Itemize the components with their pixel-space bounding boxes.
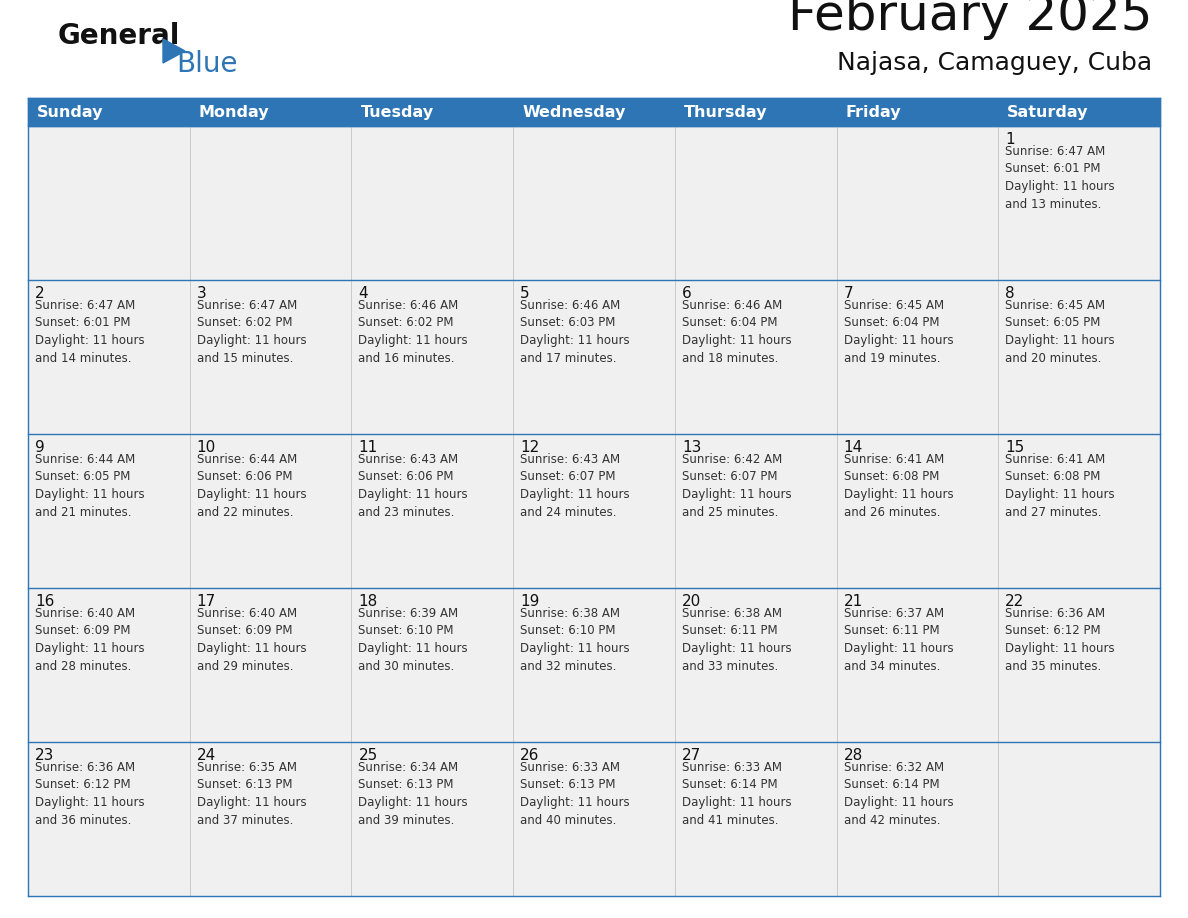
- Text: 17: 17: [197, 594, 216, 609]
- Text: 2: 2: [34, 286, 45, 301]
- Text: 19: 19: [520, 594, 539, 609]
- Bar: [29, 742, 1159, 896]
- Text: Najasa, Camaguey, Cuba: Najasa, Camaguey, Cuba: [836, 51, 1152, 75]
- Text: Friday: Friday: [846, 105, 902, 119]
- Text: 8: 8: [1005, 286, 1015, 301]
- Text: Sunrise: 6:47 AM
Sunset: 6:02 PM
Daylight: 11 hours
and 15 minutes.: Sunrise: 6:47 AM Sunset: 6:02 PM Dayligh…: [197, 299, 307, 364]
- Text: 25: 25: [359, 748, 378, 763]
- Text: Sunrise: 6:38 AM
Sunset: 6:11 PM
Daylight: 11 hours
and 33 minutes.: Sunrise: 6:38 AM Sunset: 6:11 PM Dayligh…: [682, 607, 791, 673]
- Text: Sunrise: 6:36 AM
Sunset: 6:12 PM
Daylight: 11 hours
and 36 minutes.: Sunrise: 6:36 AM Sunset: 6:12 PM Dayligh…: [34, 761, 145, 826]
- Text: 5: 5: [520, 286, 530, 301]
- Text: Sunrise: 6:40 AM
Sunset: 6:09 PM
Daylight: 11 hours
and 29 minutes.: Sunrise: 6:40 AM Sunset: 6:09 PM Dayligh…: [197, 607, 307, 673]
- Text: 24: 24: [197, 748, 216, 763]
- Text: Sunrise: 6:33 AM
Sunset: 6:13 PM
Daylight: 11 hours
and 40 minutes.: Sunrise: 6:33 AM Sunset: 6:13 PM Dayligh…: [520, 761, 630, 826]
- Text: Sunrise: 6:46 AM
Sunset: 6:03 PM
Daylight: 11 hours
and 17 minutes.: Sunrise: 6:46 AM Sunset: 6:03 PM Dayligh…: [520, 299, 630, 364]
- Text: 15: 15: [1005, 440, 1024, 455]
- Text: 6: 6: [682, 286, 691, 301]
- Text: Sunrise: 6:39 AM
Sunset: 6:10 PM
Daylight: 11 hours
and 30 minutes.: Sunrise: 6:39 AM Sunset: 6:10 PM Dayligh…: [359, 607, 468, 673]
- Bar: [29, 434, 1159, 588]
- Text: Sunrise: 6:47 AM
Sunset: 6:01 PM
Daylight: 11 hours
and 13 minutes.: Sunrise: 6:47 AM Sunset: 6:01 PM Dayligh…: [1005, 145, 1114, 210]
- Text: Sunday: Sunday: [37, 105, 103, 119]
- Text: 3: 3: [197, 286, 207, 301]
- Text: 9: 9: [34, 440, 45, 455]
- Bar: [29, 126, 1159, 280]
- Bar: [29, 280, 1159, 434]
- Polygon shape: [163, 39, 185, 63]
- Text: 26: 26: [520, 748, 539, 763]
- Text: Sunrise: 6:47 AM
Sunset: 6:01 PM
Daylight: 11 hours
and 14 minutes.: Sunrise: 6:47 AM Sunset: 6:01 PM Dayligh…: [34, 299, 145, 364]
- Text: 7: 7: [843, 286, 853, 301]
- Text: Sunrise: 6:40 AM
Sunset: 6:09 PM
Daylight: 11 hours
and 28 minutes.: Sunrise: 6:40 AM Sunset: 6:09 PM Dayligh…: [34, 607, 145, 673]
- Bar: [29, 588, 1159, 742]
- Text: 28: 28: [843, 748, 862, 763]
- Text: Tuesday: Tuesday: [360, 105, 434, 119]
- Text: 12: 12: [520, 440, 539, 455]
- Text: Sunrise: 6:32 AM
Sunset: 6:14 PM
Daylight: 11 hours
and 42 minutes.: Sunrise: 6:32 AM Sunset: 6:14 PM Dayligh…: [843, 761, 953, 826]
- Text: 1: 1: [1005, 132, 1015, 147]
- Text: 11: 11: [359, 440, 378, 455]
- Text: February 2025: February 2025: [788, 0, 1152, 40]
- Bar: [29, 98, 1159, 126]
- Text: 22: 22: [1005, 594, 1024, 609]
- Text: Thursday: Thursday: [684, 105, 767, 119]
- Text: Sunrise: 6:46 AM
Sunset: 6:02 PM
Daylight: 11 hours
and 16 minutes.: Sunrise: 6:46 AM Sunset: 6:02 PM Dayligh…: [359, 299, 468, 364]
- Text: 4: 4: [359, 286, 368, 301]
- Text: Monday: Monday: [198, 105, 270, 119]
- Text: Sunrise: 6:43 AM
Sunset: 6:06 PM
Daylight: 11 hours
and 23 minutes.: Sunrise: 6:43 AM Sunset: 6:06 PM Dayligh…: [359, 453, 468, 519]
- Text: Sunrise: 6:45 AM
Sunset: 6:04 PM
Daylight: 11 hours
and 19 minutes.: Sunrise: 6:45 AM Sunset: 6:04 PM Dayligh…: [843, 299, 953, 364]
- Text: 20: 20: [682, 594, 701, 609]
- Text: General: General: [58, 22, 181, 50]
- Text: 18: 18: [359, 594, 378, 609]
- Text: 10: 10: [197, 440, 216, 455]
- Text: Sunrise: 6:33 AM
Sunset: 6:14 PM
Daylight: 11 hours
and 41 minutes.: Sunrise: 6:33 AM Sunset: 6:14 PM Dayligh…: [682, 761, 791, 826]
- Text: Blue: Blue: [176, 50, 238, 78]
- Text: Sunrise: 6:42 AM
Sunset: 6:07 PM
Daylight: 11 hours
and 25 minutes.: Sunrise: 6:42 AM Sunset: 6:07 PM Dayligh…: [682, 453, 791, 519]
- Text: 16: 16: [34, 594, 55, 609]
- Text: Sunrise: 6:44 AM
Sunset: 6:05 PM
Daylight: 11 hours
and 21 minutes.: Sunrise: 6:44 AM Sunset: 6:05 PM Dayligh…: [34, 453, 145, 519]
- Text: 21: 21: [843, 594, 862, 609]
- Text: Sunrise: 6:34 AM
Sunset: 6:13 PM
Daylight: 11 hours
and 39 minutes.: Sunrise: 6:34 AM Sunset: 6:13 PM Dayligh…: [359, 761, 468, 826]
- Text: Sunrise: 6:37 AM
Sunset: 6:11 PM
Daylight: 11 hours
and 34 minutes.: Sunrise: 6:37 AM Sunset: 6:11 PM Dayligh…: [843, 607, 953, 673]
- Text: Saturday: Saturday: [1007, 105, 1088, 119]
- Text: Sunrise: 6:43 AM
Sunset: 6:07 PM
Daylight: 11 hours
and 24 minutes.: Sunrise: 6:43 AM Sunset: 6:07 PM Dayligh…: [520, 453, 630, 519]
- Text: Sunrise: 6:38 AM
Sunset: 6:10 PM
Daylight: 11 hours
and 32 minutes.: Sunrise: 6:38 AM Sunset: 6:10 PM Dayligh…: [520, 607, 630, 673]
- Text: Wednesday: Wednesday: [523, 105, 626, 119]
- Text: Sunrise: 6:35 AM
Sunset: 6:13 PM
Daylight: 11 hours
and 37 minutes.: Sunrise: 6:35 AM Sunset: 6:13 PM Dayligh…: [197, 761, 307, 826]
- Text: Sunrise: 6:46 AM
Sunset: 6:04 PM
Daylight: 11 hours
and 18 minutes.: Sunrise: 6:46 AM Sunset: 6:04 PM Dayligh…: [682, 299, 791, 364]
- Text: Sunrise: 6:45 AM
Sunset: 6:05 PM
Daylight: 11 hours
and 20 minutes.: Sunrise: 6:45 AM Sunset: 6:05 PM Dayligh…: [1005, 299, 1114, 364]
- Text: 14: 14: [843, 440, 862, 455]
- Text: Sunrise: 6:36 AM
Sunset: 6:12 PM
Daylight: 11 hours
and 35 minutes.: Sunrise: 6:36 AM Sunset: 6:12 PM Dayligh…: [1005, 607, 1114, 673]
- Text: 13: 13: [682, 440, 701, 455]
- Text: Sunrise: 6:44 AM
Sunset: 6:06 PM
Daylight: 11 hours
and 22 minutes.: Sunrise: 6:44 AM Sunset: 6:06 PM Dayligh…: [197, 453, 307, 519]
- Text: 23: 23: [34, 748, 55, 763]
- Text: 27: 27: [682, 748, 701, 763]
- Text: Sunrise: 6:41 AM
Sunset: 6:08 PM
Daylight: 11 hours
and 27 minutes.: Sunrise: 6:41 AM Sunset: 6:08 PM Dayligh…: [1005, 453, 1114, 519]
- Text: Sunrise: 6:41 AM
Sunset: 6:08 PM
Daylight: 11 hours
and 26 minutes.: Sunrise: 6:41 AM Sunset: 6:08 PM Dayligh…: [843, 453, 953, 519]
